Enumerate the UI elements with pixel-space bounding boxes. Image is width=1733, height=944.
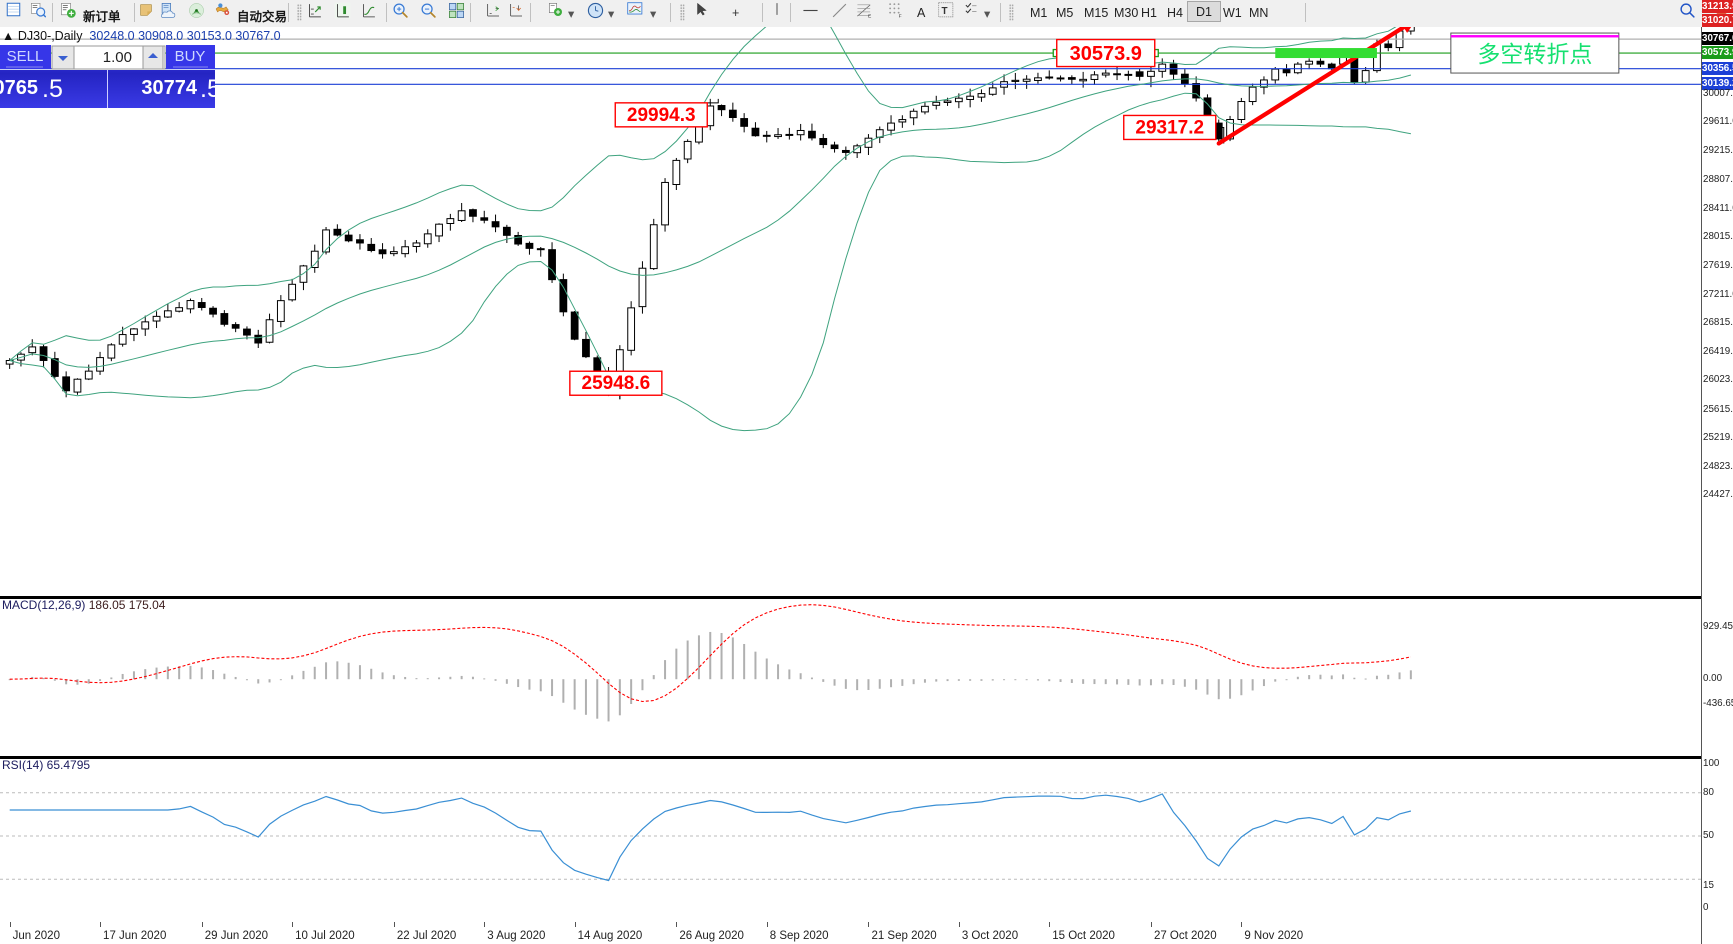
svg-text:SELL: SELL (7, 48, 44, 65)
svg-text:.5: .5 (42, 75, 63, 103)
svg-text:BUY: BUY (175, 48, 206, 65)
svg-text:30765: 30765 (0, 77, 38, 99)
svg-text:29317.2: 29317.2 (1135, 117, 1204, 138)
svg-text:30573.9: 30573.9 (1070, 43, 1142, 65)
svg-text:多空转折点: 多空转折点 (1477, 41, 1592, 67)
svg-text:29994.3: 29994.3 (627, 105, 696, 126)
svg-text:F: F (899, 14, 902, 19)
svg-text:30774: 30774 (141, 77, 197, 99)
svg-text:25948.6: 25948.6 (582, 373, 651, 394)
svg-text:1.00: 1.00 (103, 49, 132, 66)
svg-text:E: E (868, 14, 872, 19)
svg-text:.5: .5 (200, 75, 215, 103)
svg-text:T: T (942, 6, 948, 17)
